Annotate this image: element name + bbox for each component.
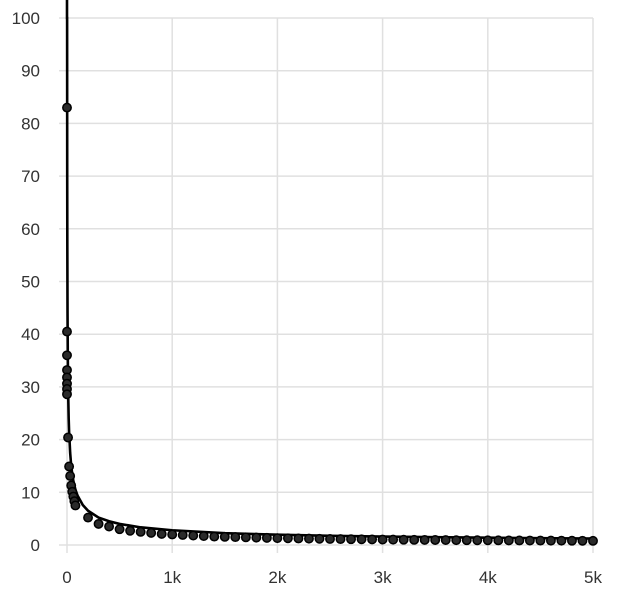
data-point <box>64 461 75 472</box>
data-point <box>70 500 81 511</box>
data-point <box>556 535 567 546</box>
y-tick-label: 0 <box>31 536 40 555</box>
data-points <box>62 102 598 546</box>
data-point <box>167 529 178 540</box>
data-point <box>198 531 209 541</box>
data-point <box>440 535 451 545</box>
data-point <box>104 521 115 532</box>
data-point <box>482 535 493 546</box>
x-tick-label: 5k <box>584 568 602 587</box>
y-tick-label: 100 <box>12 9 40 28</box>
data-point <box>63 432 74 443</box>
data-point <box>65 471 76 481</box>
data-point <box>503 535 514 546</box>
data-point <box>356 534 367 545</box>
data-point <box>83 512 93 523</box>
data-point <box>461 535 472 546</box>
data-point <box>346 534 356 545</box>
data-point <box>62 326 72 337</box>
data-point <box>177 530 188 540</box>
data-point <box>114 524 125 535</box>
data-point <box>219 531 230 542</box>
data-point <box>251 532 262 543</box>
y-tick-label: 20 <box>21 431 40 450</box>
data-point <box>304 533 314 544</box>
data-point <box>293 533 304 544</box>
y-tick-label: 80 <box>21 114 40 133</box>
data-point <box>240 532 251 543</box>
grid <box>59 17 594 553</box>
data-point <box>451 535 462 546</box>
data-point <box>567 535 577 546</box>
data-point <box>409 534 420 545</box>
data-point <box>314 533 325 544</box>
data-point <box>335 534 346 545</box>
x-axis-ticks: 0 1k 2k 3k 4k 5k <box>62 568 602 587</box>
y-tick-label: 90 <box>21 62 40 81</box>
fit-curve <box>65 0 594 540</box>
y-tick-label: 10 <box>21 483 40 502</box>
data-point <box>535 535 546 546</box>
data-point <box>514 535 525 546</box>
data-point <box>588 535 598 546</box>
fit-line-layer <box>65 0 594 540</box>
data-point <box>272 533 283 544</box>
data-point <box>62 389 72 400</box>
x-tick-label: 3k <box>374 568 392 587</box>
data-point <box>125 525 136 536</box>
data-point <box>430 535 441 545</box>
x-tick-label: 2k <box>268 568 286 587</box>
data-point <box>188 530 199 541</box>
x-tick-label: 1k <box>163 568 181 587</box>
data-point <box>398 534 409 545</box>
data-point <box>367 534 378 545</box>
data-point <box>156 528 167 539</box>
data-point <box>493 535 504 546</box>
data-point <box>230 532 241 543</box>
data-point <box>146 527 157 538</box>
y-tick-label: 30 <box>21 378 40 397</box>
data-point <box>325 533 335 544</box>
data-point <box>524 535 535 546</box>
y-tick-label: 40 <box>21 325 40 344</box>
data-point <box>62 350 72 361</box>
x-tick-label: 0 <box>62 568 71 587</box>
y-tick-label: 60 <box>21 220 40 239</box>
data-point <box>472 535 483 546</box>
data-point <box>261 532 272 543</box>
data-point <box>93 518 104 529</box>
data-point <box>577 535 588 546</box>
y-tick-label: 50 <box>21 273 40 292</box>
data-point <box>282 533 293 544</box>
y-axis-ticks: 0 10 20 30 40 50 60 70 80 90 100 <box>12 9 40 555</box>
data-point <box>388 534 399 545</box>
data-point <box>209 531 220 542</box>
data-point <box>62 102 72 113</box>
data-point <box>545 535 556 546</box>
x-tick-label: 4k <box>479 568 497 587</box>
y-tick-label: 70 <box>21 167 40 186</box>
data-point <box>419 534 430 545</box>
data-point <box>377 534 388 545</box>
data-point <box>135 526 146 537</box>
